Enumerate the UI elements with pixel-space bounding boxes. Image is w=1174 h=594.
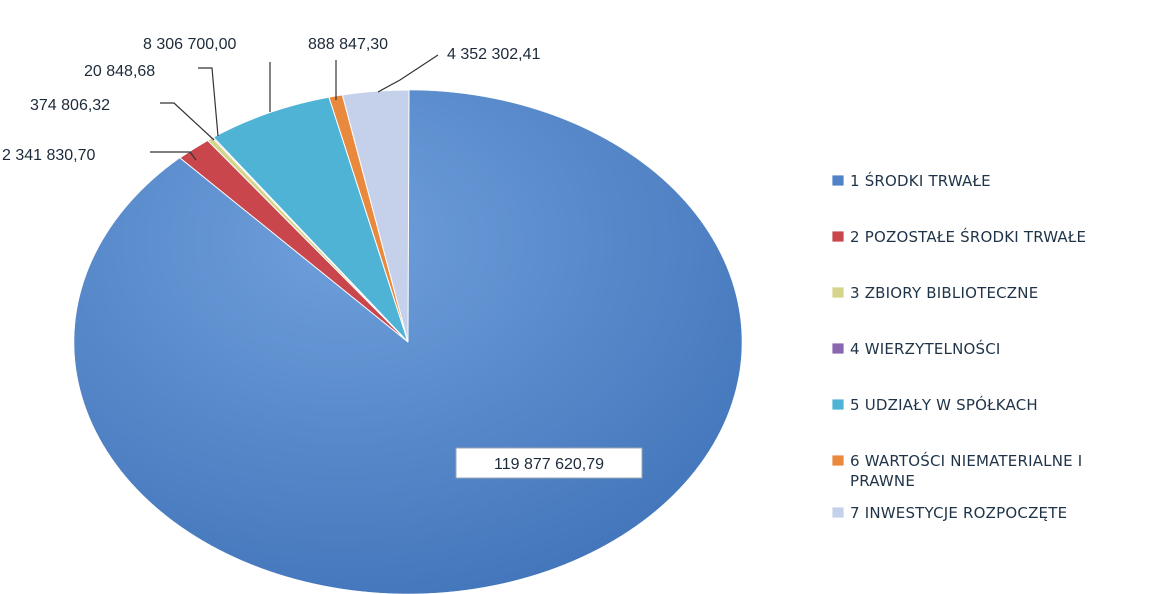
legend-label-1: 1 ŚRODKI TRWAŁE: [850, 171, 991, 190]
data-label-5: 8 306 700,00: [143, 36, 237, 53]
pie-slice-7: [341, 89, 410, 343]
pie-slices: [73, 89, 743, 594]
legend-label-7: 7 INWESTYCJE ROZPOCZĘTE: [850, 504, 1067, 522]
legend-label-3: 3 ZBIORY BIBLIOTECZNE: [850, 284, 1038, 302]
data-label-7: 4 352 302,41: [447, 46, 541, 63]
leader-line-2: [150, 151, 197, 161]
data-label-3: 374 806,32: [30, 97, 110, 114]
legend-swatch-1: [831, 174, 845, 187]
legend-label-6-line-2: PRAWNE: [850, 472, 915, 490]
legend-swatch-6: [831, 454, 845, 467]
data-labels: 119 877 620,79 2 341 830,70 374 806,32 20 8…: [2, 36, 643, 479]
legend-label-5: 5 UDZIAŁY W SPÓŁKACH: [850, 395, 1038, 414]
data-label-6: 888 847,30: [308, 36, 388, 53]
legend-swatch-5: [831, 398, 845, 411]
legend-swatch-3: [831, 286, 845, 299]
legend-swatch-7: [831, 506, 845, 519]
data-label-2: 2 341 830,70: [2, 147, 96, 164]
leader-line-3: [160, 102, 215, 141]
data-label-1: 119 877 620,79: [494, 456, 604, 473]
leader-line-4: [198, 67, 219, 137]
legend-label-2: 2 POZOSTAŁE ŚRODKI TRWAŁE: [850, 227, 1086, 246]
legend-label-4: 4 WIERZYTELNOŚCI: [850, 339, 1001, 358]
legend-label-6: 6 WARTOŚCI NIEMATERIALNE I: [850, 451, 1082, 470]
legend-swatch-2: [831, 230, 845, 243]
data-label-box-1: [455, 447, 643, 479]
leader-line-7: [377, 54, 439, 93]
data-label-4: 20 848,68: [84, 63, 155, 80]
legend: 1 ŚRODKI TRWAŁE 2 POZOSTAŁE ŚRODKI TRWAŁE…: [831, 171, 1086, 522]
leader-lines: [150, 54, 439, 161]
legend-swatch-4: [831, 342, 845, 355]
pie-slice-5: [212, 96, 409, 343]
